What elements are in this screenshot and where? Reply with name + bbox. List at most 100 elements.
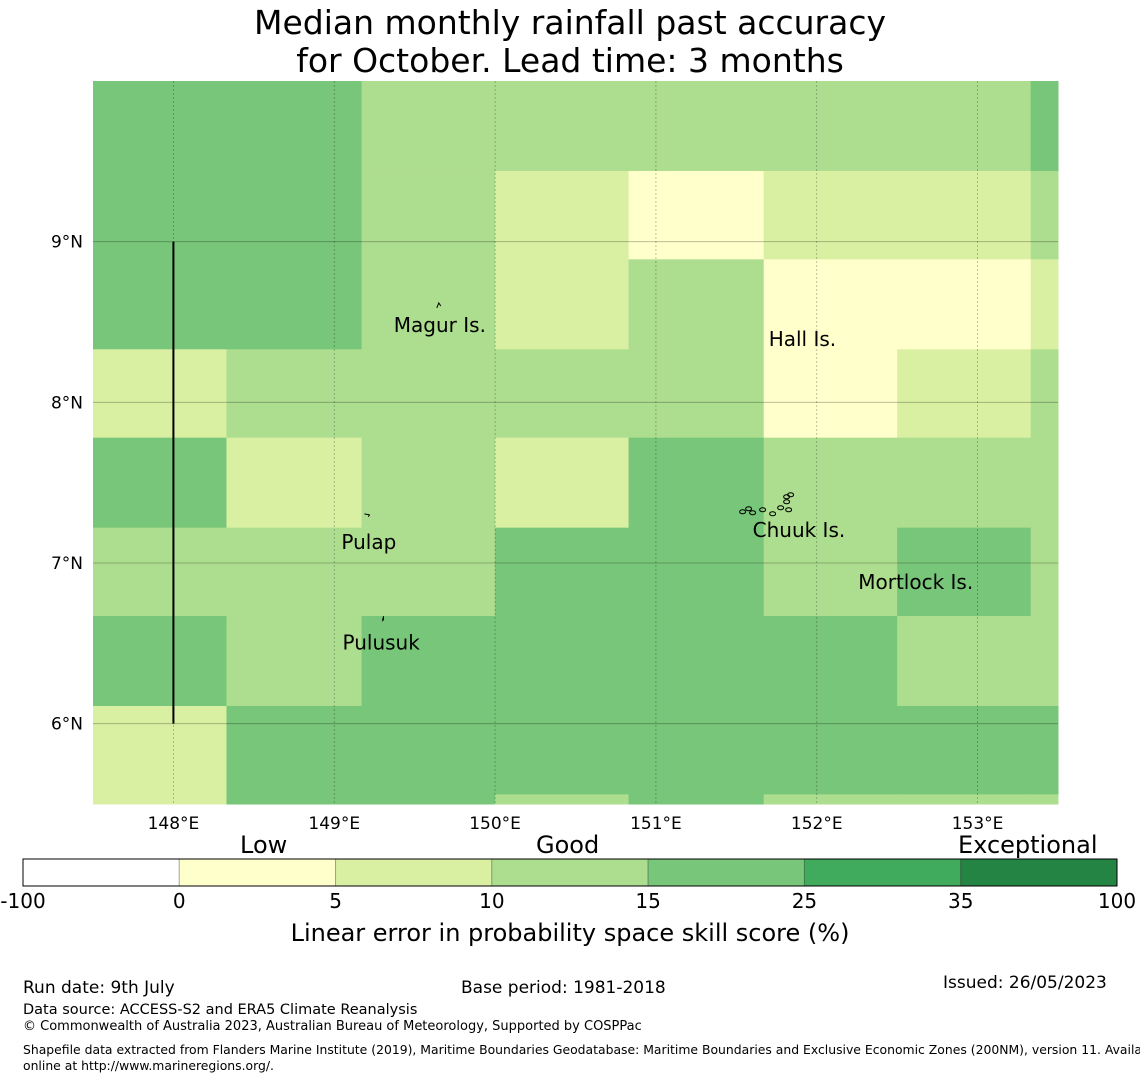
island-label: Mortlock Is. (858, 570, 973, 594)
skill-grid (93, 81, 1059, 805)
skill-cell (93, 349, 227, 439)
colorbar-tick-label: 5 (329, 889, 342, 913)
skill-cell (897, 349, 1032, 439)
skill-cell (93, 437, 227, 529)
title-line-2: for October. Lead time: 3 months (296, 41, 844, 80)
lon-tick-label: 149°E (308, 814, 360, 834)
lat-tick-label: 7°N (51, 554, 83, 574)
skill-cell (495, 527, 630, 617)
skill-cell (897, 794, 1032, 805)
skill-cell (897, 81, 1032, 172)
skill-cell (763, 527, 898, 617)
skill-cell (1030, 527, 1059, 617)
skill-cell (1030, 81, 1059, 172)
skill-cell (1030, 349, 1059, 439)
skill-cell (897, 170, 1032, 260)
run-date: Run date: 9th July (23, 978, 175, 998)
skill-cell (495, 437, 630, 529)
lon-tick-label: 150°E (469, 814, 521, 834)
island-label: Pulusuk (343, 630, 421, 654)
island-outline (745, 506, 753, 512)
lat-tick-label: 9°N (51, 233, 83, 253)
title-line-1: Median monthly rainfall past accuracy (253, 3, 887, 42)
colorbar-segment (647, 858, 805, 887)
lon-tick-label: 152°E (791, 814, 843, 834)
skill-cell (226, 259, 363, 350)
copyright: © Commonwealth of Australia 2023, Austra… (23, 1019, 642, 1034)
skill-cell (495, 81, 630, 172)
island-outline (785, 507, 793, 513)
skill-cell (93, 794, 227, 805)
island-label: Chuuk Is. (753, 518, 846, 542)
skill-cell (897, 259, 1032, 350)
skill-cell (763, 437, 898, 529)
skill-cell (495, 705, 630, 795)
colorbar-segment (491, 858, 649, 887)
skill-cell (226, 81, 363, 172)
colorbar-segment (22, 858, 180, 887)
skill-cell (361, 616, 496, 707)
skill-cell (226, 527, 363, 617)
skill-cell (763, 794, 898, 805)
island-label: Pulap (341, 530, 396, 554)
skill-cell (226, 437, 363, 529)
shapefile-credit-line1: Shapefile data extracted from Flanders M… (23, 1042, 1140, 1057)
skill-cell (495, 616, 630, 707)
lat-tick-label: 6°N (51, 715, 83, 735)
skill-cell (361, 259, 496, 350)
skill-cell (628, 170, 765, 260)
skill-cell (495, 349, 630, 439)
island-outline (777, 505, 785, 511)
skill-cell (1030, 259, 1059, 350)
skill-cell (897, 705, 1032, 795)
skill-cell (93, 259, 227, 350)
skill-cell (1030, 437, 1059, 529)
skill-cell (628, 705, 765, 795)
skill-cell (763, 259, 898, 350)
island-outline (364, 513, 371, 518)
skill-cell (361, 705, 496, 795)
colorbar-segment (335, 858, 493, 887)
skill-cell (93, 81, 227, 172)
colorbar-frame (22, 858, 1118, 887)
colorbar-tick-label: -100 (0, 889, 46, 913)
colorbar-segment (960, 858, 1118, 887)
skill-cell (361, 81, 496, 172)
island-outline (783, 499, 791, 505)
colorbar-segment (803, 858, 962, 887)
colorbar-tick-label: 15 (635, 889, 661, 913)
colorbar-tick-label: 100 (1097, 889, 1137, 913)
map-axis-labels: 148°E 149°E 150°E 151°E 152°E 153°E 9°N 8°N 7°N 6… (51, 233, 1003, 834)
lon-tick-label: 151°E (630, 814, 682, 834)
colorbar-tick-label: 0 (172, 889, 186, 913)
colorbar-exceptional-label: Exceptional (958, 831, 1098, 859)
skill-cell (628, 794, 765, 805)
skill-cell (226, 616, 363, 707)
skill-cell (763, 349, 898, 439)
island-label: Magur Is. (394, 313, 486, 337)
shapefile-credit-line2: online at http://www.marineregions.org/. (23, 1058, 274, 1073)
skill-cell (226, 170, 363, 260)
skill-cell (361, 349, 496, 439)
colorbar (22, 858, 1118, 887)
lat-tick-label: 8°N (51, 393, 83, 413)
skill-cell (897, 437, 1032, 529)
skill-cell (495, 170, 630, 260)
skill-cell (93, 170, 227, 260)
skill-cell (495, 794, 630, 805)
data-source: Data source: ACCESS-S2 and ERA5 Climate … (23, 1002, 418, 1018)
skill-cell (628, 527, 765, 617)
island-outline (436, 301, 442, 309)
colorbar-tick-label: 25 (791, 889, 818, 913)
skill-cell (226, 349, 363, 439)
skill-cell (763, 705, 898, 795)
skill-cell (226, 705, 363, 795)
skill-cell (628, 81, 765, 172)
skill-cell (897, 527, 1032, 617)
skill-cell (93, 616, 227, 707)
skill-cell (628, 437, 765, 529)
colorbar-good-label: Good (536, 831, 600, 859)
skill-cell (1030, 170, 1059, 260)
island-label: Hall Is. (769, 327, 836, 351)
island-outlines: Magur Is. Hall Is. Pulap Chuuk Is. Mortlock … (341, 301, 973, 654)
